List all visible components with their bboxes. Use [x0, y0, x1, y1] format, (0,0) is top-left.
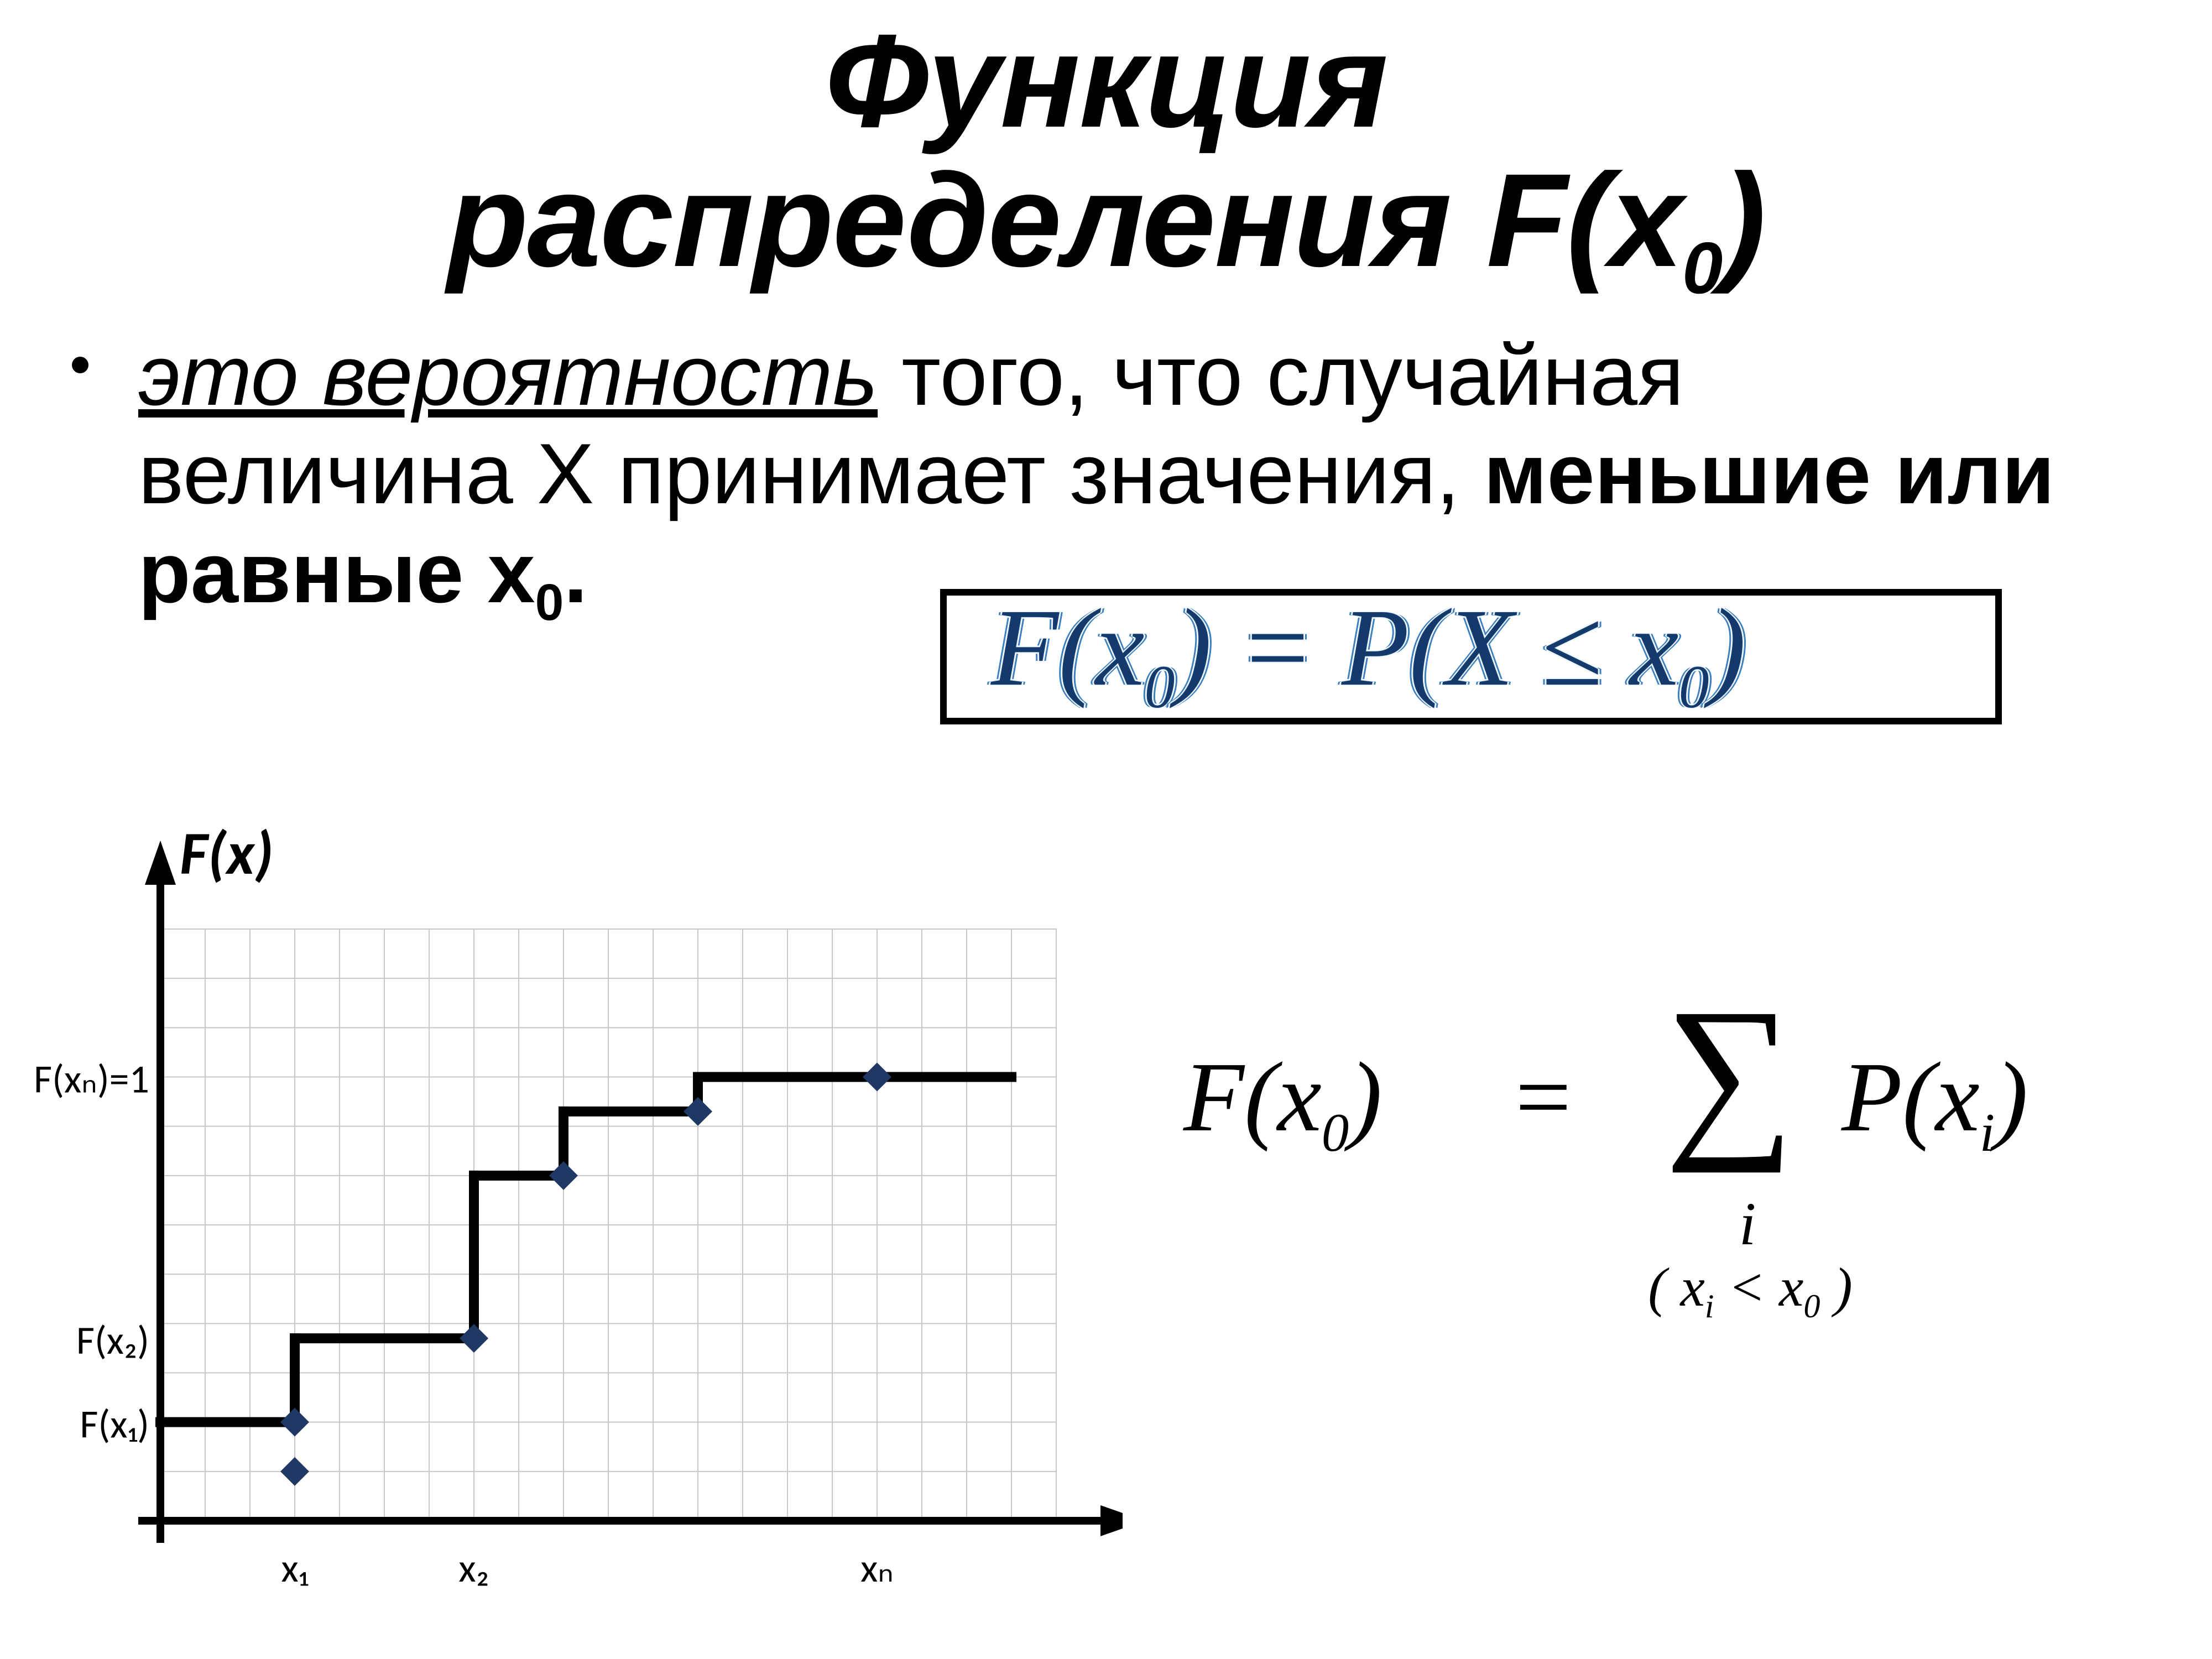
title-line2: распределения F(x0) [0, 150, 2212, 307]
svg-text:xₙ: xₙ [860, 1544, 894, 1593]
cdf-chart: F(x) F(x₁) F(x₂) F(xₙ)=1 x₁ x₂ xₙ [17, 813, 1123, 1642]
svg-text:F(x): F(x) [180, 816, 274, 890]
cdf-chart-svg: F(x) F(x₁) F(x₂) F(xₙ)=1 x₁ x₂ xₙ [17, 813, 1123, 1642]
sum-under-cond: ( xi < x0 ) [1631, 1255, 1869, 1326]
bullet-lead: это вероятность [138, 327, 878, 423]
sum-line: F(x0) = ∑ P(xi) i ( xi < x0 ) [1183, 1012, 2168, 1206]
title-line1: Функция [0, 11, 2212, 150]
slide-title: Функция распределения F(x0) [0, 11, 2212, 307]
sum-rhs: P(xi) [1841, 1040, 2028, 1164]
sum-eq: = [1515, 1040, 1572, 1154]
sum-formula: F(x0) = ∑ P(xi) i ( xi < x0 ) [1183, 1012, 2168, 1206]
boxed-formula: F(x0) = P(X ≤ x0) [940, 589, 2002, 724]
boxed-formula-text: F(x0) = P(X ≤ x0) [991, 585, 1746, 722]
sum-lhs: F(x0) [1183, 1040, 1382, 1164]
title-fx: F(x0) [1486, 146, 1765, 294]
svg-text:x₁: x₁ [281, 1544, 309, 1593]
sum-under-index: i [1725, 1189, 1770, 1259]
svg-text:F(x₂): F(x₂) [76, 1316, 149, 1365]
title-prefix: распределения [447, 146, 1486, 294]
svg-text:F(x₁): F(x₁) [80, 1400, 149, 1449]
bullet-dot-icon [72, 357, 88, 373]
svg-text:x₂: x₂ [458, 1544, 489, 1593]
sigma-symbol: ∑ [1665, 968, 1794, 1177]
svg-text:F(xₙ)=1: F(xₙ)=1 [34, 1055, 149, 1104]
slide: Функция распределения F(x0) это вероятно… [0, 0, 2212, 1659]
